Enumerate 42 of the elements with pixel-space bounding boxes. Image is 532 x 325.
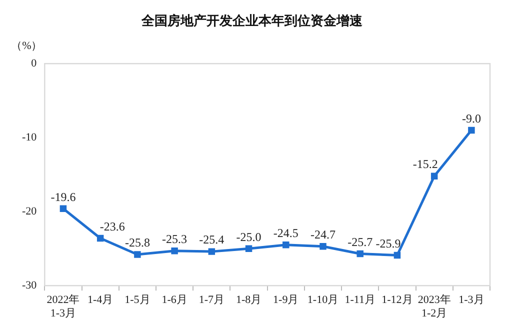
x-tick-label: 1-5月 — [124, 294, 150, 306]
x-tick-label: 1-4月 — [87, 294, 114, 306]
chart-title: 全国房地产开发企业本年到位资金增速 — [140, 13, 364, 30]
data-label: -24.5 — [273, 226, 298, 240]
x-tick-label: 1-3月 — [458, 294, 484, 306]
y-tick-label: 0 — [31, 57, 38, 70]
data-label: -25.7 — [348, 234, 373, 249]
point — [96, 234, 104, 242]
data-label: -25.9 — [376, 236, 401, 250]
data-label: -23.6 — [100, 219, 125, 234]
x-tick-label: 1-11月 — [344, 294, 376, 306]
data-label: -15.2 — [412, 157, 438, 172]
point — [208, 248, 216, 255]
y-tick-label: -20 — [22, 205, 38, 218]
data-label: -19.6 — [50, 190, 76, 204]
y-tick-label: -10 — [22, 131, 38, 144]
point — [60, 205, 67, 212]
data-label: -25.3 — [162, 232, 188, 246]
point — [245, 245, 252, 252]
data-label: -9.0 — [462, 111, 481, 126]
point — [282, 242, 290, 248]
data-label: -25.0 — [236, 230, 262, 244]
point — [320, 243, 326, 250]
x-tick-label: 1-12月 — [382, 294, 413, 306]
x-tick-label: 2022年 1-3月 — [46, 294, 80, 320]
x-tick-label: 1-10月 — [307, 294, 339, 306]
data-label: -24.7 — [310, 228, 336, 242]
point — [394, 252, 401, 259]
data-label: -25.8 — [124, 236, 150, 250]
y-tick-label: -30 — [22, 279, 38, 292]
x-tick-label: 1-9月 — [273, 294, 299, 306]
point — [171, 247, 178, 254]
point — [430, 172, 438, 180]
point — [468, 126, 475, 134]
x-tick-label: 2023年 1-2月 — [418, 294, 451, 320]
data-label: -25.4 — [199, 232, 224, 247]
point — [134, 251, 141, 258]
y-axis-title: （%） — [11, 40, 42, 52]
x-tick-label: 1-7月 — [198, 294, 224, 306]
x-tick-label: 1-8月 — [236, 294, 262, 306]
point — [356, 250, 364, 258]
x-tick-label: 1-6月 — [162, 294, 188, 306]
